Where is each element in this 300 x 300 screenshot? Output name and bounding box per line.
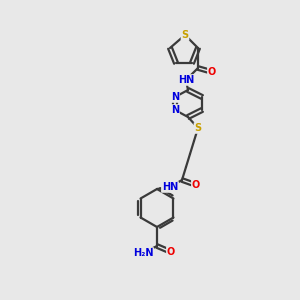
Text: H₂N: H₂N [133, 248, 153, 258]
Text: O: O [208, 67, 216, 77]
Text: N: N [171, 105, 179, 115]
Text: O: O [167, 247, 175, 257]
Text: N: N [171, 92, 179, 102]
Text: HN: HN [162, 182, 178, 192]
Text: O: O [192, 180, 200, 190]
Text: S: S [194, 123, 202, 133]
Text: S: S [182, 30, 189, 40]
Text: HN: HN [178, 75, 194, 85]
